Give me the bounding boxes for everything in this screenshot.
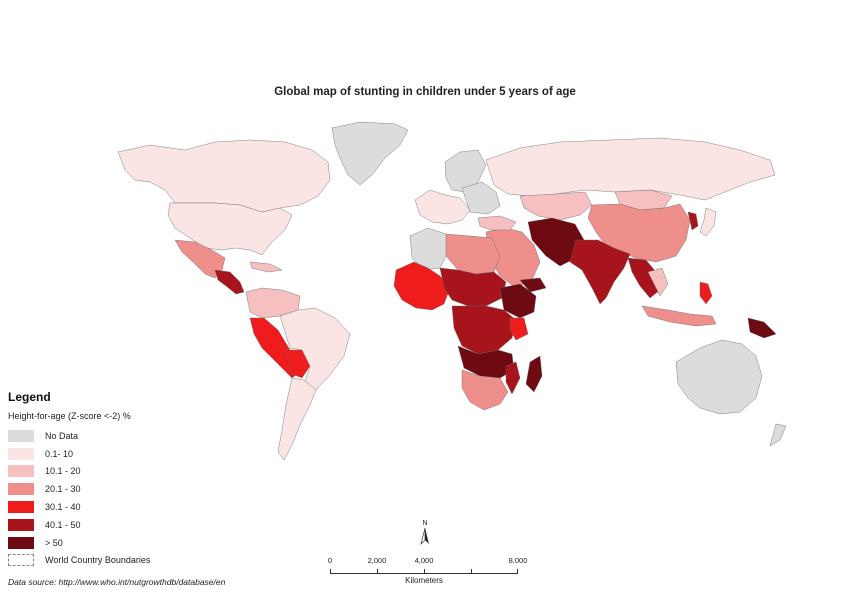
scale-tick [424,569,425,574]
scale-bar: 0 2,000 4,000 8,000 Kilometers [320,556,540,586]
region-kenya [509,317,529,341]
legend-swatch [8,518,34,531]
scale-tick [517,569,518,574]
scale-tick-label: 8,000 [508,556,528,565]
region-bolivia [285,349,311,379]
region-japan [699,207,717,237]
legend-item: 20.1 - 30 [8,480,238,498]
region-southeast-asia [627,257,661,299]
region-madagascar [525,355,543,393]
region-central-asia [519,191,593,221]
legend-label: No Data [45,430,79,441]
boundary-swatch [8,554,34,567]
legend-swatch [8,429,34,442]
region-russia [485,137,776,201]
legend-item: > 50 [8,534,238,552]
region-north-africa-east [445,233,501,275]
north-arrow: N [416,520,434,550]
legend-label: 40.1 - 50 [45,519,81,530]
region-yemen [519,277,547,293]
region-korea [687,211,699,231]
legend-item: 10.1 - 20 [8,463,238,481]
legend-swatch [8,447,34,460]
region-maghreb [409,227,449,271]
legend-item: 30.1 - 40 [8,498,238,516]
region-papua-new-guinea [747,317,777,339]
region-australia [675,339,763,415]
legend-label: 20.1 - 30 [45,484,81,495]
legend-label: > 50 [45,537,63,548]
region-china [587,203,691,263]
legend-swatch [8,536,34,549]
scale-tick-label: 2,000 [367,556,387,565]
scale-unit: Kilometers [405,576,443,585]
legend-item: 0.1- 10 [8,445,238,463]
legend-item: No Data [8,427,238,445]
region-central-africa [451,305,517,355]
region-western-europe [414,189,471,225]
legend-swatch [8,465,34,478]
region-central-america [214,269,245,295]
region-brazil [279,307,351,393]
scale-tick-label: 0 [327,556,333,565]
scale-tick-label: 4,000 [414,556,434,565]
legend-item: 40.1 - 50 [8,516,238,534]
region-thailand [647,267,669,297]
region-philippines [699,281,713,305]
region-southern-africa [461,369,509,411]
legend-swatch [8,483,34,496]
region-indonesia [641,305,717,327]
legend-label: 10.1 - 20 [45,466,81,477]
legend-label: 0.1- 10 [45,448,74,459]
legend-label: 30.1 - 40 [45,502,81,513]
region-india [569,239,631,305]
map-title: Global map of stunting in children under… [274,86,576,98]
region-new-zealand [769,423,787,447]
region-mozambique [505,361,521,395]
region-sahel [439,267,507,307]
scale-tick [330,569,331,574]
scale-tick [377,569,378,574]
legend-subtitle: Height-for-age (Z-score <-2) % [8,411,131,421]
north-arrow-icon [420,527,429,545]
region-north-america-north [117,139,331,213]
region-southern-cone [277,377,317,461]
region-caribbean [249,261,283,273]
legend-label-boundaries: World Country Boundaries [45,555,151,566]
north-label: N [422,520,428,527]
legend-title: Legend [8,390,51,404]
region-west-africa [393,261,451,311]
legend: Legend Height-for-age (Z-score <-2) % No… [8,390,238,569]
region-greenland [331,121,409,186]
region-turkey [477,215,517,231]
legend-swatch [8,501,34,514]
region-scandinavia [444,149,487,193]
region-eastern-europe [461,181,501,215]
region-usa [167,202,293,256]
legend-items: No Data 0.1- 10 10.1 - 20 20.1 - 30 30.1 - 4… [8,427,238,552]
data-source: Data source: http://www.who.int/nutgrowt… [8,577,226,587]
scale-tick [471,569,472,574]
legend-item-boundaries: World Country Boundaries [8,552,238,570]
